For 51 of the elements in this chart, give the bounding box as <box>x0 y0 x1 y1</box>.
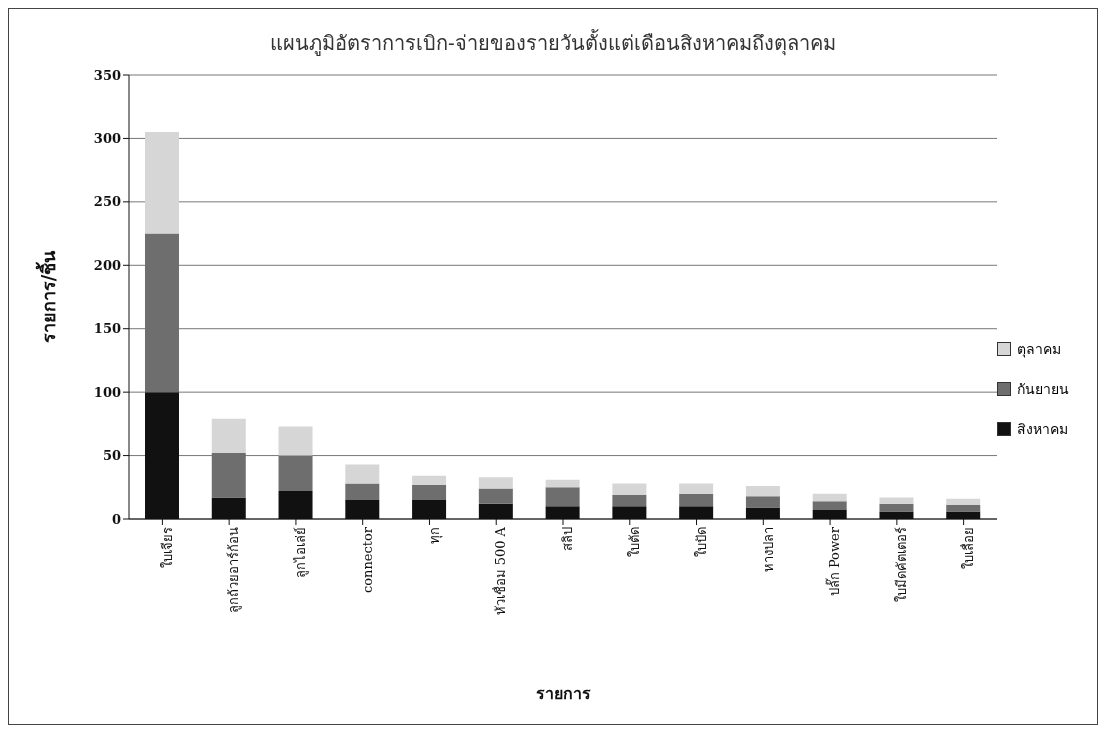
x-axis-title: รายการ <box>535 684 591 703</box>
bar <box>412 475 447 485</box>
x-tick-label: ปลั๊ก Power <box>825 526 843 597</box>
x-tick-label: หัวเชื่อม 500 A <box>492 526 509 616</box>
bar <box>812 501 847 511</box>
y-tick-label: 250 <box>93 194 121 210</box>
bar <box>745 496 780 508</box>
bar <box>879 503 914 512</box>
x-tick-label: connector <box>359 526 375 594</box>
x-tick-label: ใบมีดคัตเตอร์ <box>894 527 910 602</box>
x-tick-label: หางปลา <box>760 527 776 572</box>
legend-label: ตุลาคม <box>1017 340 1061 360</box>
y-tick-label: 100 <box>93 384 121 400</box>
bar <box>812 493 847 502</box>
bar <box>946 505 981 512</box>
bar <box>478 477 513 489</box>
bar <box>345 464 380 484</box>
bar <box>145 132 179 234</box>
x-tick-label: ลูกถ้วยอาร์ก้อน <box>226 527 243 613</box>
y-tick-label: 0 <box>111 511 121 527</box>
y-tick-label: 200 <box>93 257 121 273</box>
bar <box>545 487 580 507</box>
bar <box>679 493 714 507</box>
x-tick-label: ทุก <box>426 527 443 544</box>
y-tick-label: 50 <box>102 448 121 464</box>
y-axis-title: รายการ/ชิ้น <box>35 249 60 344</box>
bar <box>345 483 380 500</box>
bar <box>612 483 647 495</box>
x-tick-label: ใบปัด <box>693 527 709 557</box>
bar <box>745 486 780 497</box>
legend-label: กันยายน <box>1017 380 1069 399</box>
y-tick-label: 300 <box>93 131 121 147</box>
y-tick-label: 150 <box>93 321 121 337</box>
x-tick-label: สลิป <box>560 527 576 551</box>
chart-title: แผนภูมิอัตราการเบิก-จ่ายของรายวันตั้งแต่เดือนสิงหาคมถึงตุลาคม <box>269 28 837 58</box>
bar <box>679 483 714 494</box>
bar <box>545 479 580 488</box>
bar <box>412 484 447 500</box>
bar <box>278 426 313 456</box>
bar <box>478 488 513 504</box>
x-tick-label: ใบเจียร <box>159 527 175 568</box>
bar <box>211 418 246 454</box>
legend-label: สิงหาคม <box>1017 420 1068 439</box>
bar <box>879 497 914 504</box>
x-tick-label: ลูกไอเล่ย์ <box>293 527 310 578</box>
y-tick-label: 350 <box>93 67 121 83</box>
bar <box>278 455 313 492</box>
x-tick-label: ใบตัด <box>627 527 642 557</box>
x-tick-label: ใบเลื่อย <box>959 527 976 569</box>
bar <box>946 498 981 506</box>
bar <box>612 494 647 507</box>
